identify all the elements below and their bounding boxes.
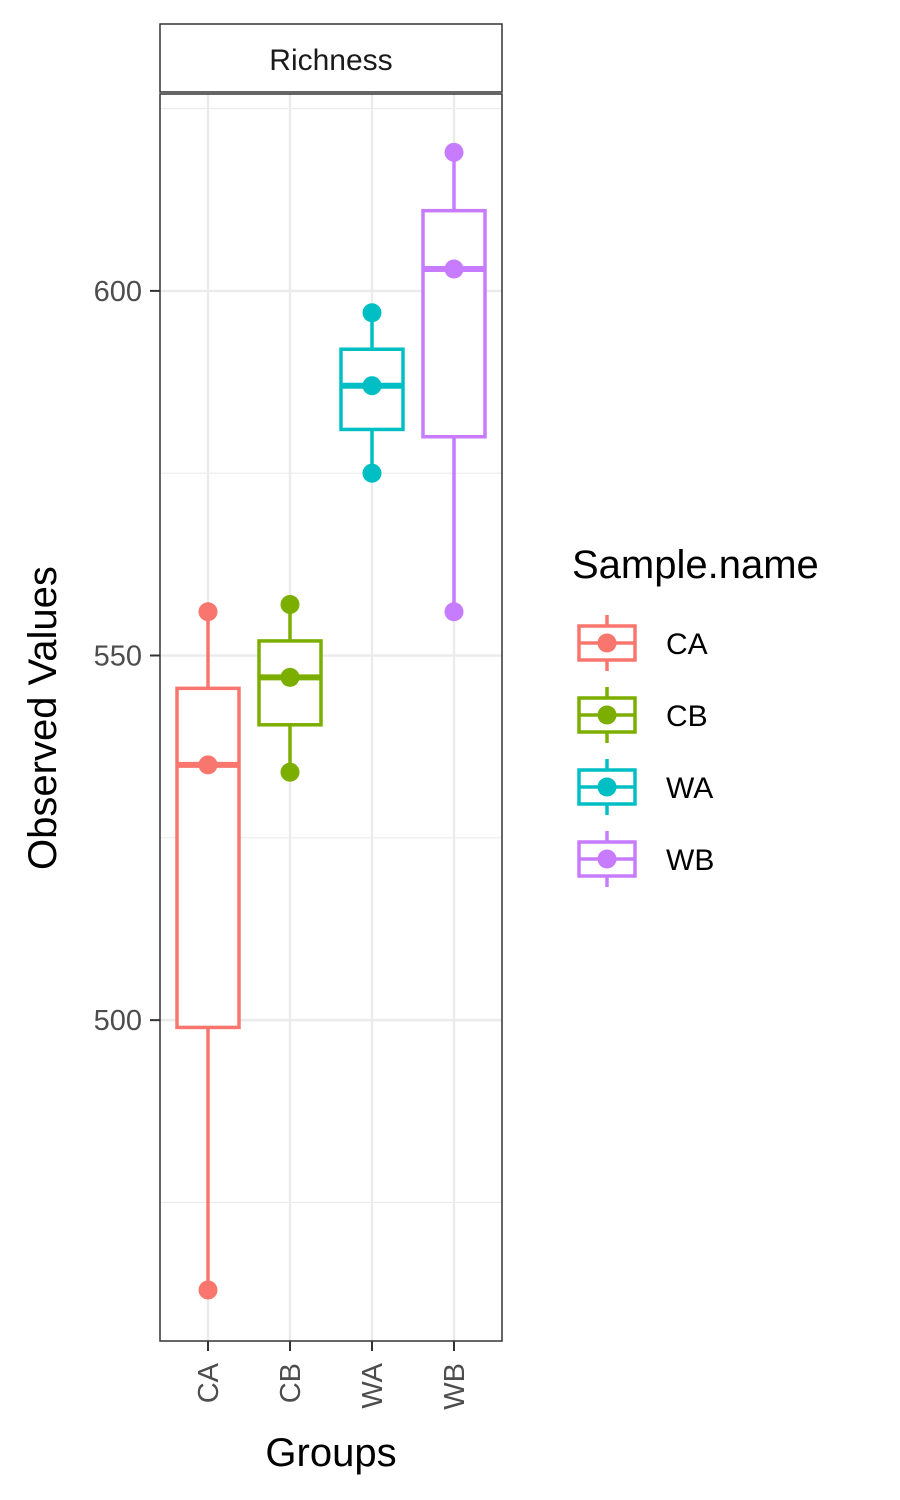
box-iqr bbox=[257, 639, 323, 727]
box-cb bbox=[257, 594, 323, 782]
legend-label: CA bbox=[666, 628, 708, 661]
facet-label: Richness bbox=[269, 44, 392, 77]
data-point bbox=[198, 755, 218, 775]
data-point bbox=[198, 1280, 218, 1300]
data-point bbox=[362, 463, 382, 483]
legend-item-ca: CA bbox=[577, 615, 708, 671]
box-ca bbox=[175, 602, 241, 1300]
x-tick-label: WB bbox=[439, 1363, 471, 1410]
box-wa bbox=[339, 303, 405, 483]
data-point bbox=[198, 602, 218, 622]
box-iqr bbox=[421, 208, 487, 439]
data-point bbox=[280, 667, 300, 687]
box-wb bbox=[421, 142, 487, 622]
data-point bbox=[362, 303, 382, 323]
x-axis: CA CB WA WB bbox=[193, 1341, 471, 1410]
facet-strip-background bbox=[159, 23, 503, 93]
y-axis: 500 550 600 bbox=[94, 276, 160, 1037]
legend-title: Sample.name bbox=[572, 543, 819, 587]
legend: Sample.name CA CB WA WB bbox=[572, 543, 819, 887]
data-point bbox=[444, 142, 464, 162]
x-axis-title: Groups bbox=[265, 1431, 396, 1475]
legend-key-point bbox=[597, 633, 617, 653]
legend-item-wa: WA bbox=[577, 759, 713, 815]
y-tick-label: 600 bbox=[94, 276, 142, 308]
legend-label: WA bbox=[666, 772, 713, 805]
legend-item-wb: WB bbox=[577, 831, 714, 887]
y-axis-title: Observed Values bbox=[21, 566, 65, 870]
data-point bbox=[280, 594, 300, 614]
data-point bbox=[444, 602, 464, 622]
data-point bbox=[362, 376, 382, 396]
box-layer bbox=[175, 142, 487, 1300]
data-point bbox=[280, 762, 300, 782]
legend-label: CB bbox=[666, 700, 708, 733]
legend-label: WB bbox=[666, 844, 714, 877]
x-tick-label: CB bbox=[275, 1363, 307, 1403]
plot-panel-border bbox=[159, 93, 503, 1342]
x-tick-label: WA bbox=[357, 1362, 389, 1408]
y-tick-label: 550 bbox=[94, 641, 142, 673]
legend-item-cb: CB bbox=[577, 687, 708, 743]
legend-key-point bbox=[597, 849, 617, 869]
box-iqr bbox=[175, 686, 241, 1030]
legend-key-point bbox=[597, 777, 617, 797]
facet-strip: Richness bbox=[159, 23, 503, 93]
data-point bbox=[444, 259, 464, 279]
legend-key-point bbox=[597, 705, 617, 725]
y-tick-label: 500 bbox=[94, 1005, 142, 1037]
x-tick-label: CA bbox=[193, 1362, 225, 1403]
